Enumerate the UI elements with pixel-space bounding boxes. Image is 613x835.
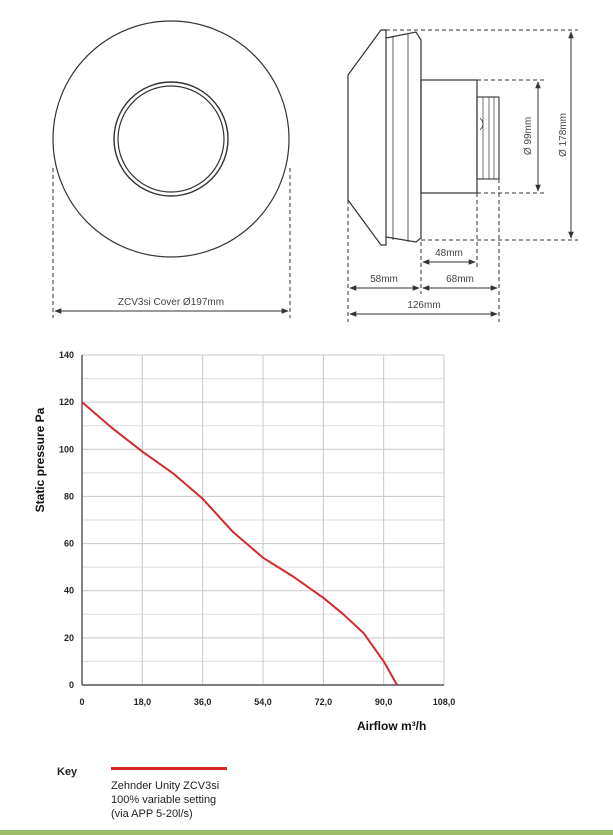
y-tick-label: 140 — [59, 350, 74, 360]
front-diameter-label: ZCV3si Cover Ø197mm — [118, 297, 224, 308]
dimension-99-label: Ø 99mm — [523, 117, 534, 155]
dimension-126-label: 126mm — [407, 300, 440, 311]
spigot — [476, 96, 500, 180]
y-axis-label: Static pressure Pa — [33, 407, 47, 512]
y-tick-label: 80 — [64, 491, 74, 501]
dimension-68-label: 68mm — [446, 274, 474, 285]
dimension-58-label: 58mm — [370, 274, 398, 285]
cover-inner-ring — [117, 85, 225, 193]
key-line-3: (via APP 5-20l/s) — [111, 808, 193, 820]
y-tick-label: 60 — [64, 539, 74, 549]
y-tick-label: 100 — [59, 444, 74, 454]
cover-outer-circle — [52, 20, 290, 258]
cover-body — [385, 31, 422, 243]
x-axis-ticks: 0 18,0 36,0 54,0 72,0 90,0 108,0 — [79, 697, 455, 707]
x-tick-label: 72,0 — [315, 697, 333, 707]
series-line — [81, 401, 398, 686]
x-tick-label: 36,0 — [194, 697, 212, 707]
front-view: ZCV3si Cover Ø197mm — [52, 20, 291, 318]
x-tick-label: 0 — [79, 697, 84, 707]
x-tick-label: 90,0 — [375, 697, 393, 707]
x-tick-label: 54,0 — [254, 697, 272, 707]
key-title: Key — [57, 766, 78, 778]
cover-inner-circle — [113, 81, 229, 197]
key-line-1: Zehnder Unity ZCV3si — [111, 780, 220, 792]
fan-housing — [420, 79, 478, 194]
technical-drawings: ZCV3si Cover Ø197mm Ø 178mm Ø 99mm 48mm … — [52, 20, 578, 322]
y-tick-label: 0 — [69, 680, 74, 690]
x-tick-label: 18,0 — [134, 697, 152, 707]
x-tick-label: 108,0 — [433, 697, 456, 707]
key-line-2: 100% variable setting — [111, 794, 217, 806]
x-axis-label: Airflow m³/h — [357, 719, 426, 733]
key-line-swatch — [111, 767, 227, 770]
side-view: Ø 178mm Ø 99mm 48mm 58mm 68mm 126mm — [347, 29, 578, 322]
y-tick-label: 20 — [64, 633, 74, 643]
y-axis-ticks: 0 20 40 60 80 100 120 140 — [59, 350, 74, 690]
key-description: Zehnder Unity ZCV3si 100% variable setti… — [111, 779, 219, 821]
y-tick-label: 120 — [59, 397, 74, 407]
footer-bar — [0, 830, 613, 835]
dimension-48-label: 48mm — [435, 248, 463, 259]
cover-flange — [347, 29, 387, 246]
y-tick-label: 40 — [64, 586, 74, 596]
performance-chart: 0 18,0 36,0 54,0 72,0 90,0 108,0 0 20 40 60 80 100 1… — [33, 350, 455, 733]
chart-series — [81, 401, 398, 686]
chart-grid — [81, 354, 445, 686]
dimension-178-label: Ø 178mm — [558, 113, 569, 157]
